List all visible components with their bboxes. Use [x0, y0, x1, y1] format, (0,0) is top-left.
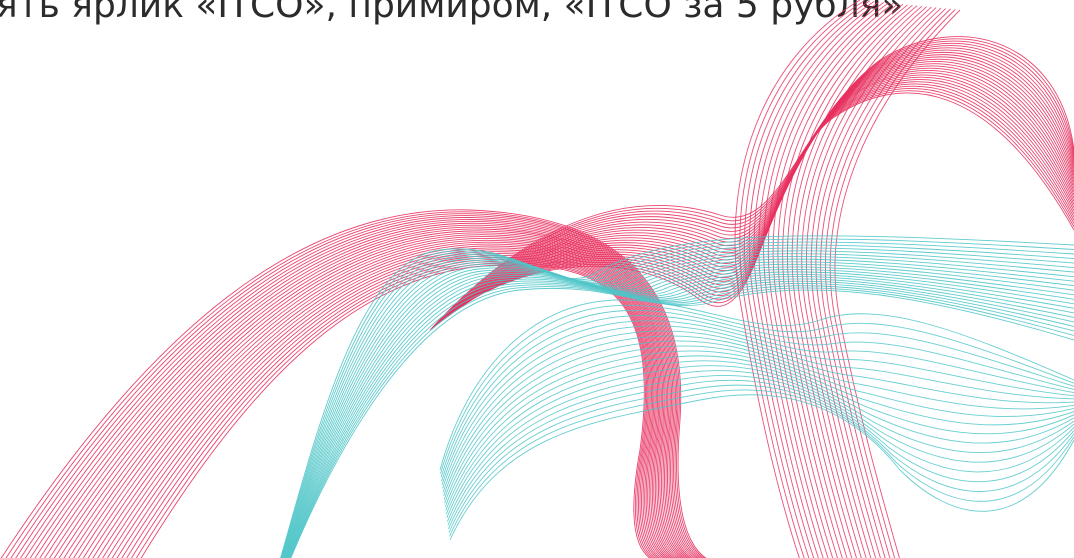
- wave-line: [443, 340, 1074, 500]
- wave-line: [739, 0, 866, 558]
- wave-line: [448, 384, 1074, 533]
- wave-line: [829, 9, 956, 558]
- wave-line: [744, 0, 870, 558]
- wave-line: [289, 286, 1074, 558]
- wave-line: [5, 211, 706, 558]
- wave-line: [439, 49, 1074, 324]
- wave-line: [796, 5, 923, 558]
- wave-line: [82, 241, 675, 558]
- wave-line: [15, 215, 702, 558]
- wave-line: [68, 236, 681, 558]
- wave-line: [440, 310, 1074, 478]
- wave-line: [131, 260, 655, 558]
- wave-line: [443, 335, 1074, 496]
- wave-line: [469, 92, 1074, 307]
- wave-line: [447, 375, 1074, 526]
- wave-line: [121, 256, 659, 558]
- wave-line: [441, 315, 1074, 482]
- wave-line: [444, 345, 1074, 504]
- wave-line: [290, 287, 1074, 558]
- wave-line: [777, 3, 904, 558]
- wave-line: [440, 304, 1074, 474]
- wave-line: [820, 8, 947, 558]
- wave-line: [791, 5, 918, 558]
- wave-line: [753, 1, 880, 558]
- wave-line: [442, 325, 1074, 489]
- wave-line: [758, 2, 885, 558]
- wave-line: [73, 237, 679, 558]
- wave-line: [767, 2, 894, 558]
- wave-line: [787, 4, 913, 558]
- caption-text: ять ярлик «ІТСО», примиром, «ІТСО за 5 р…: [0, 0, 904, 26]
- wave-line: [449, 389, 1074, 537]
- wave-line: [111, 253, 663, 558]
- wave-line: [834, 9, 961, 558]
- wave-line: [772, 3, 899, 558]
- wave-line: [441, 320, 1074, 485]
- wave-line: [444, 350, 1074, 507]
- wave-line: [126, 258, 657, 558]
- wave-line: [77, 239, 677, 558]
- wave-line: [0, 209, 707, 558]
- wave-line: [445, 355, 1074, 511]
- wave-line: [825, 8, 951, 558]
- wave-line: [140, 264, 651, 558]
- wave-line: [439, 299, 1074, 471]
- wave-line: [87, 243, 673, 558]
- wave-line: [49, 228, 688, 558]
- wave-line: [815, 7, 942, 558]
- wave-line: [801, 6, 927, 558]
- wave-line: [135, 262, 653, 558]
- wave-line: [447, 379, 1074, 530]
- wave-line: [446, 370, 1074, 522]
- wave-line: [805, 6, 932, 558]
- wave-line: [289, 284, 1074, 558]
- wave-line: [449, 394, 1074, 541]
- wave-line: [437, 47, 1074, 325]
- wave-line: [445, 360, 1074, 515]
- teal-wave-lines: [280, 235, 1074, 558]
- wave-line: [446, 365, 1074, 519]
- wave-line: [434, 42, 1074, 327]
- wave-line: [442, 330, 1074, 493]
- wave-line: [810, 7, 937, 558]
- wave-line: [436, 45, 1074, 326]
- wave-line: [10, 213, 704, 558]
- wave-line: [763, 2, 889, 558]
- wave-line: [782, 4, 908, 558]
